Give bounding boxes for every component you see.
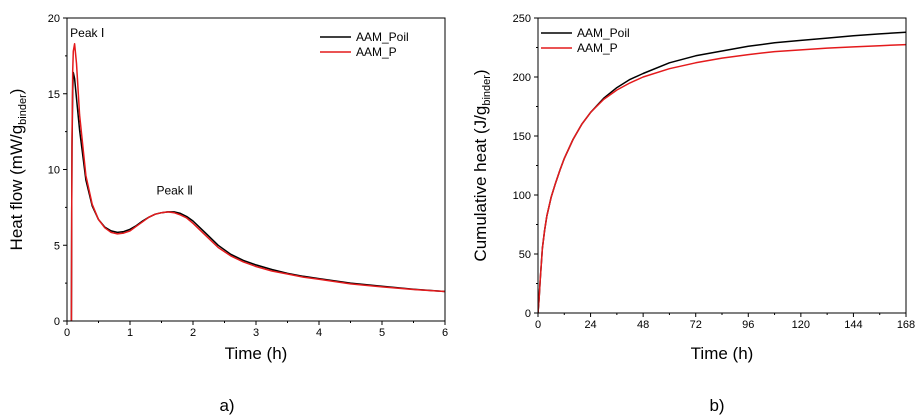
legend-label: AAM_Poil — [577, 26, 630, 40]
legend-label: AAM_P — [577, 41, 618, 55]
x-tick-label: 3 — [253, 327, 259, 339]
legend-label: AAM_Poil — [356, 30, 409, 44]
x-tick-label: 0 — [535, 319, 541, 331]
series-line-aam-p — [538, 43, 906, 313]
y-tick-label: 150 — [513, 131, 531, 143]
x-tick-label: 168 — [897, 319, 915, 331]
x-tick-label: 96 — [742, 319, 754, 331]
x-axis-label: Time (h) — [691, 344, 754, 363]
y-tick-label: 15 — [48, 89, 60, 101]
x-tick-label: 72 — [690, 319, 702, 331]
y-axis-label-main: Heat flow (mW/g — [7, 125, 26, 251]
panel-label: a) — [219, 396, 234, 415]
x-tick-label: 5 — [379, 327, 385, 339]
x-tick-label: 2 — [190, 327, 196, 339]
series-line-aam-poil — [70, 71, 445, 321]
y-tick-label: 0 — [525, 308, 531, 320]
y-axis-label-subscript: binder — [481, 75, 493, 106]
series-line-aam-p — [70, 43, 445, 321]
plot-frame — [537, 17, 907, 314]
y-tick-label: 200 — [513, 72, 531, 84]
y-axis-label: Cumulative heat (J/gbinder) — [471, 69, 493, 261]
y-axis-label-subscript: binder — [17, 94, 29, 125]
x-tick-label: 48 — [637, 319, 649, 331]
peak-annotation: Peak Ⅱ — [156, 184, 193, 198]
y-axis-label: Heat flow (mW/gbinder) — [7, 89, 29, 251]
peak-annotation: Peak Ⅰ — [70, 26, 104, 40]
y-axis-label-end: ) — [471, 69, 490, 75]
panel-label: b) — [709, 396, 724, 415]
legend-label: AAM_P — [356, 45, 397, 59]
y-tick-label: 5 — [54, 240, 60, 252]
y-axis-label-end: ) — [7, 89, 26, 95]
chart-panel-b: 0 24 48 72 96 120 144 168 0 50 100 150 200 250 Time (h… — [471, 13, 915, 415]
series-line-aam-poil — [538, 31, 906, 313]
y-tick-label: 100 — [513, 190, 531, 202]
y-tick-label: 10 — [48, 165, 60, 177]
x-axis-label: Time (h) — [225, 344, 288, 363]
x-tick-label: 24 — [584, 319, 596, 331]
x-tick-label: 4 — [316, 327, 322, 339]
x-tick-label: 120 — [792, 319, 810, 331]
x-tick-label: 0 — [64, 327, 70, 339]
y-tick-label: 250 — [513, 13, 531, 25]
chart-panel-a: 0 1 2 3 4 5 6 0 5 10 15 20 Time (h) Heat flow (mW/gbi… — [7, 13, 448, 415]
y-tick-label: 50 — [519, 249, 531, 261]
x-tick-label: 6 — [442, 327, 448, 339]
x-tick-label: 1 — [127, 327, 133, 339]
y-axis-label-main: Cumulative heat (J/g — [471, 106, 490, 262]
plot-frame — [66, 17, 446, 322]
y-tick-label: 0 — [54, 316, 60, 328]
y-tick-label: 20 — [48, 13, 60, 25]
x-tick-label: 144 — [844, 319, 862, 331]
